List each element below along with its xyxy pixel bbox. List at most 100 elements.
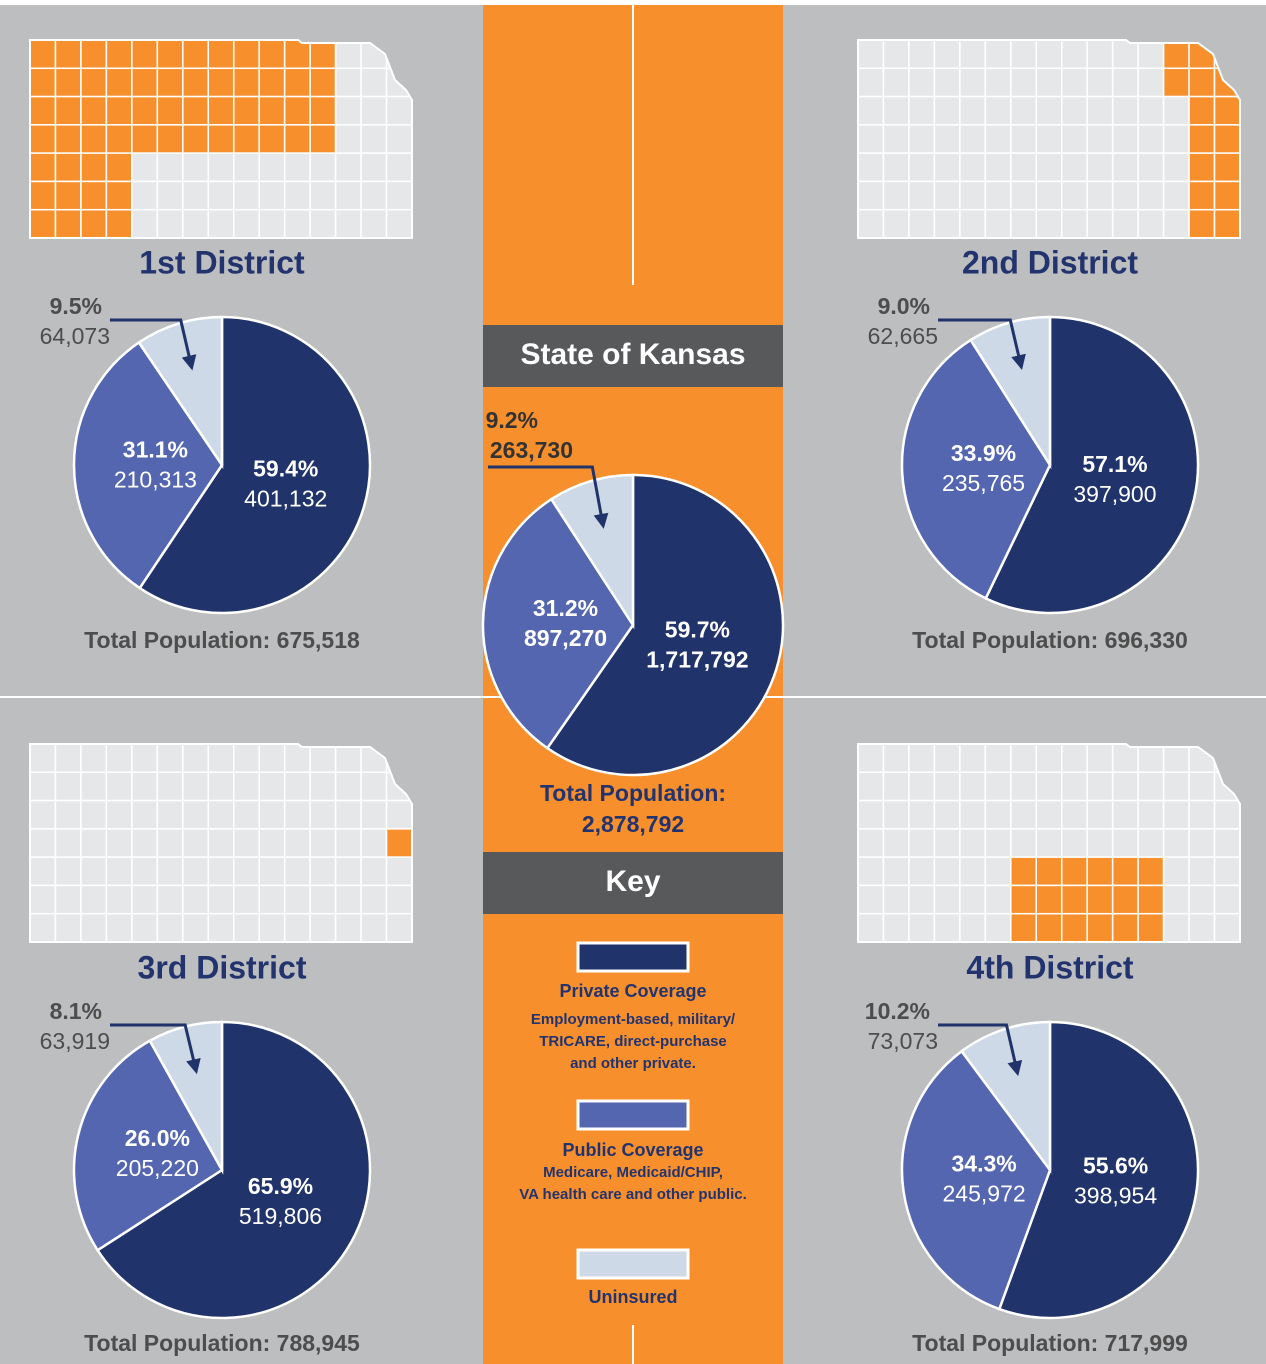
county bbox=[105, 208, 133, 238]
county bbox=[1010, 180, 1038, 211]
county bbox=[156, 95, 184, 126]
county bbox=[232, 828, 260, 858]
county bbox=[105, 124, 133, 154]
county bbox=[1188, 828, 1216, 858]
county bbox=[309, 744, 337, 774]
county bbox=[1162, 95, 1190, 126]
county bbox=[1111, 912, 1139, 942]
county bbox=[959, 884, 987, 915]
county bbox=[908, 912, 936, 942]
county bbox=[80, 95, 108, 126]
county bbox=[258, 40, 286, 70]
county bbox=[1188, 208, 1216, 238]
content: 1st District Total Population: 675,518 59.… bbox=[29, 39, 1241, 1356]
pie-slice bbox=[997, 1020, 1200, 1320]
county bbox=[80, 912, 108, 942]
county bbox=[283, 771, 311, 802]
key-description: Medicare, Medicaid/CHIP, bbox=[543, 1164, 723, 1181]
county bbox=[207, 744, 235, 774]
county bbox=[882, 799, 910, 830]
county bbox=[1111, 40, 1139, 70]
county bbox=[334, 744, 362, 774]
county bbox=[984, 180, 1012, 211]
county bbox=[156, 124, 184, 154]
county bbox=[858, 856, 885, 887]
county bbox=[984, 856, 1012, 887]
county bbox=[283, 40, 311, 70]
county bbox=[309, 40, 337, 70]
county bbox=[1137, 67, 1165, 98]
county bbox=[131, 912, 159, 942]
county bbox=[1162, 884, 1190, 915]
county bbox=[1010, 912, 1038, 942]
county bbox=[258, 744, 286, 774]
county bbox=[959, 67, 987, 98]
chart-title: 3rd District bbox=[138, 949, 307, 985]
county bbox=[1188, 884, 1216, 915]
county bbox=[156, 828, 184, 858]
county bbox=[334, 180, 362, 211]
county bbox=[207, 828, 235, 858]
county bbox=[1060, 799, 1088, 830]
county bbox=[30, 771, 57, 802]
county bbox=[1010, 95, 1038, 126]
county bbox=[309, 884, 337, 915]
county bbox=[1010, 744, 1038, 774]
county bbox=[258, 856, 286, 887]
county bbox=[858, 771, 885, 802]
county bbox=[156, 884, 184, 915]
county bbox=[908, 67, 936, 98]
total-population: Total Population: bbox=[540, 780, 726, 806]
county bbox=[908, 124, 936, 154]
county bbox=[30, 40, 57, 70]
county bbox=[309, 152, 337, 183]
county bbox=[933, 771, 961, 802]
county bbox=[1035, 856, 1063, 887]
county bbox=[1188, 95, 1216, 126]
county bbox=[882, 40, 910, 70]
percent-label: 33.9% bbox=[951, 440, 1016, 466]
county bbox=[207, 771, 235, 802]
county bbox=[984, 40, 1012, 70]
county bbox=[1060, 884, 1088, 915]
county bbox=[933, 40, 961, 70]
county bbox=[1060, 40, 1088, 70]
county bbox=[1213, 95, 1240, 126]
county bbox=[1137, 208, 1165, 238]
value-label: 62,665 bbox=[868, 323, 938, 349]
key-swatch bbox=[576, 941, 690, 973]
county bbox=[207, 124, 235, 154]
county bbox=[1111, 884, 1139, 915]
county bbox=[1060, 67, 1088, 98]
county bbox=[1010, 884, 1038, 915]
county bbox=[1137, 124, 1165, 154]
county bbox=[1188, 799, 1216, 830]
percent-label: 57.1% bbox=[1082, 451, 1147, 477]
county bbox=[309, 799, 337, 830]
county bbox=[258, 152, 286, 183]
county bbox=[105, 771, 133, 802]
callout-arrow bbox=[938, 318, 1026, 370]
county bbox=[360, 828, 388, 858]
county bbox=[30, 208, 57, 238]
county bbox=[207, 40, 235, 70]
county bbox=[1111, 180, 1139, 211]
county bbox=[933, 124, 961, 154]
county bbox=[30, 152, 57, 183]
county bbox=[385, 856, 412, 887]
county bbox=[131, 180, 159, 211]
county bbox=[984, 771, 1012, 802]
county bbox=[1035, 40, 1063, 70]
pie-slice bbox=[984, 315, 1200, 615]
county bbox=[858, 799, 885, 830]
key-description: Employment-based, military/ bbox=[531, 1011, 736, 1028]
county bbox=[156, 856, 184, 887]
county bbox=[1213, 912, 1240, 942]
value-label: 519,806 bbox=[239, 1203, 322, 1229]
county bbox=[385, 180, 412, 211]
county bbox=[1010, 856, 1038, 887]
county bbox=[207, 912, 235, 942]
value-label: 63,919 bbox=[40, 1028, 110, 1054]
county bbox=[1086, 744, 1114, 774]
percent-label: 31.2% bbox=[533, 595, 598, 621]
